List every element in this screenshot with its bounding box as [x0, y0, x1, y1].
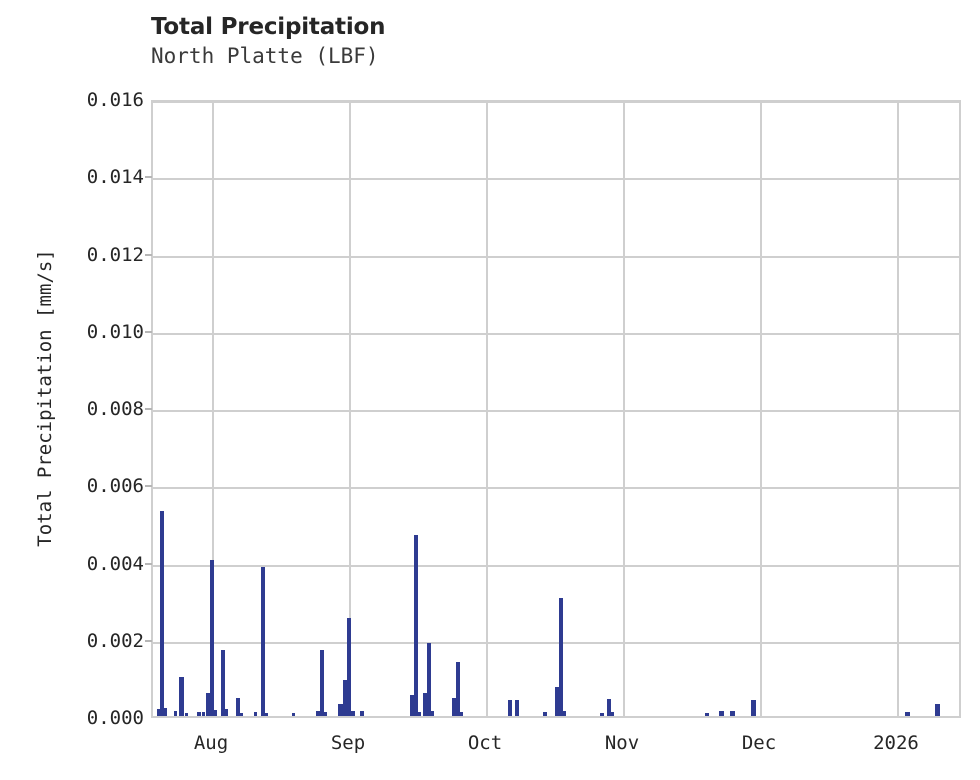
y-gridline — [153, 564, 959, 567]
bar — [197, 712, 201, 716]
bar — [351, 710, 355, 716]
y-tick-mark — [145, 485, 152, 488]
y-tick-label: 0.002 — [86, 629, 144, 652]
y-axis-tick-labels: 0.000 0.002 0.004 0.006 0.008 0.010 0.012 0.014… — [0, 0, 144, 780]
bar — [320, 649, 324, 716]
y-tick-mark — [145, 639, 152, 642]
bar — [316, 711, 320, 716]
bar — [905, 712, 910, 716]
bar — [174, 710, 177, 716]
plot-area — [151, 100, 961, 718]
y-tick-mark — [145, 408, 152, 410]
bar — [460, 711, 463, 716]
chart-header: Total Precipitation North Platte (LBF) — [151, 14, 851, 70]
bar — [611, 711, 614, 716]
y-tick-mark — [145, 176, 152, 179]
bar — [225, 709, 228, 716]
x-gridline — [212, 102, 214, 716]
x-gridline — [623, 102, 625, 716]
y-tick-label: 0.008 — [86, 398, 144, 420]
bar — [559, 598, 563, 716]
bar — [427, 642, 431, 716]
bar — [515, 700, 519, 716]
y-tick-label: 0.014 — [86, 166, 144, 189]
bar — [959, 712, 961, 716]
y-tick-mark — [145, 253, 152, 256]
y-tick-mark — [145, 330, 152, 333]
y-tick-label: 0.010 — [86, 320, 144, 343]
bar — [185, 712, 188, 716]
y-gridline — [153, 178, 959, 181]
bar — [265, 712, 268, 716]
x-tick-label: Sep — [330, 732, 366, 754]
x-gridline — [897, 102, 899, 716]
bar — [431, 711, 434, 716]
bar — [202, 711, 205, 716]
y-gridline — [153, 487, 959, 490]
bar — [240, 712, 243, 716]
bar — [214, 710, 217, 716]
x-gridline — [349, 102, 351, 716]
bar — [324, 712, 327, 716]
y-tick-label: 0.000 — [86, 707, 144, 729]
bar — [179, 677, 184, 716]
y-tick-label: 0.016 — [86, 89, 144, 111]
bar — [607, 698, 611, 716]
bar — [423, 692, 427, 716]
y-gridline — [153, 102, 959, 103]
bar — [254, 712, 257, 716]
bar — [292, 713, 295, 716]
bar — [210, 559, 214, 716]
bar — [410, 694, 414, 716]
bar — [600, 712, 604, 716]
x-tick-label: 2026 — [873, 732, 919, 754]
bar — [935, 704, 940, 716]
y-gridline — [153, 410, 959, 412]
bar — [221, 649, 225, 716]
x-tick-label: Dec — [741, 732, 777, 754]
y-gridline — [153, 641, 959, 644]
bar — [563, 711, 566, 716]
bar — [555, 687, 559, 716]
bar — [705, 712, 709, 716]
bar — [261, 567, 265, 716]
bar — [456, 661, 460, 716]
bar — [157, 708, 160, 716]
y-gridline — [153, 332, 959, 335]
x-gridline — [760, 102, 762, 716]
bar — [206, 692, 210, 716]
bar — [418, 711, 421, 716]
bar — [508, 699, 512, 716]
bar — [751, 699, 756, 716]
x-tick-label: Oct — [467, 732, 503, 754]
bar — [347, 617, 351, 716]
bar — [343, 680, 347, 716]
y-gridline — [153, 255, 959, 258]
bar — [236, 698, 240, 716]
bar — [543, 711, 547, 716]
bar — [414, 535, 418, 716]
bar — [160, 511, 164, 716]
y-tick-label: 0.012 — [86, 243, 144, 266]
y-tick-label: 0.006 — [86, 475, 144, 498]
bar — [719, 710, 724, 716]
page-title: Total Precipitation — [151, 14, 386, 40]
x-gridline — [486, 102, 488, 716]
x-tick-label: Nov — [604, 732, 640, 754]
bar — [164, 707, 167, 716]
bar — [452, 697, 456, 716]
x-tick-label: Aug — [193, 732, 229, 754]
bar — [360, 710, 364, 716]
bar — [338, 704, 343, 716]
chart-subtitle: North Platte (LBF) — [151, 44, 379, 68]
bar — [730, 710, 735, 716]
y-tick-mark — [145, 562, 152, 565]
y-tick-label: 0.004 — [86, 552, 144, 575]
